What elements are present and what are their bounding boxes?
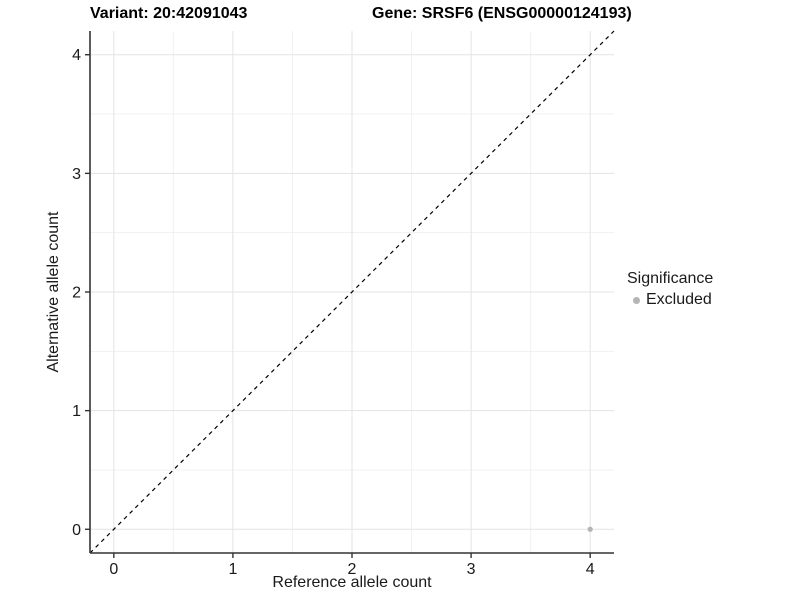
legend-item-label: Excluded	[646, 291, 712, 308]
data-point	[587, 526, 593, 532]
y-tick-label: 2	[72, 285, 81, 302]
y-tick-label: 3	[72, 166, 81, 183]
x-tick-label: 3	[467, 561, 476, 578]
legend-key	[627, 291, 645, 309]
legend: Significance Excluded	[627, 270, 713, 309]
y-tick-label: 4	[72, 47, 81, 64]
x-tick-label: 2	[348, 561, 357, 578]
legend-point-icon	[632, 296, 640, 304]
plot-title-variant: Variant: 20:42091043	[90, 5, 248, 22]
y-axis-title: Alternative allele count	[45, 211, 62, 373]
plot-title-gene: Gene: SRSF6 (ENSG00000124193)	[372, 5, 632, 22]
legend-title: Significance	[627, 270, 714, 287]
identity-reference-line	[89, 30, 615, 554]
x-axis-title: Reference allele count	[272, 574, 432, 591]
x-tick-label: 0	[109, 561, 118, 578]
legend-item-excluded: Excluded	[627, 291, 713, 309]
y-tick-label: 0	[72, 522, 81, 539]
y-tick-label: 1	[72, 403, 81, 420]
x-tick-label: 1	[228, 561, 237, 578]
x-tick-label: 4	[586, 561, 595, 578]
